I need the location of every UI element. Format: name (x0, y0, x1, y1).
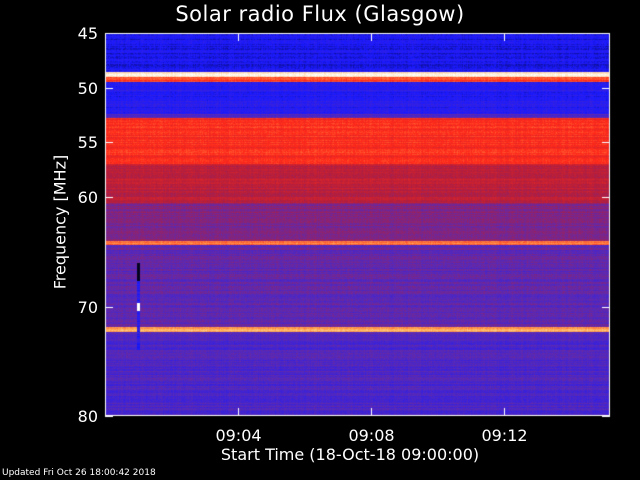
x-tick-label: 09:12 (481, 426, 528, 445)
y-tick-label: 80 (77, 406, 98, 426)
y-axis-label: Frequency [MHz] (50, 154, 70, 290)
x-tick-label: 09:08 (348, 426, 395, 445)
x-axis-label: Start Time (18-Oct-18 09:00:00) (220, 445, 480, 464)
y-tick-label: 60 (77, 187, 98, 207)
chart-title: Solar radio Flux (Glasgow) (175, 2, 465, 26)
updated-timestamp: Updated Fri Oct 26 18:00:42 2018 (2, 468, 156, 478)
y-tick-label: 55 (77, 132, 98, 152)
x-tick-label: 09:04 (215, 426, 262, 445)
y-tick-label: 70 (77, 297, 98, 317)
y-tick-label: 45 (77, 23, 98, 43)
y-tick-label: 50 (77, 78, 98, 98)
